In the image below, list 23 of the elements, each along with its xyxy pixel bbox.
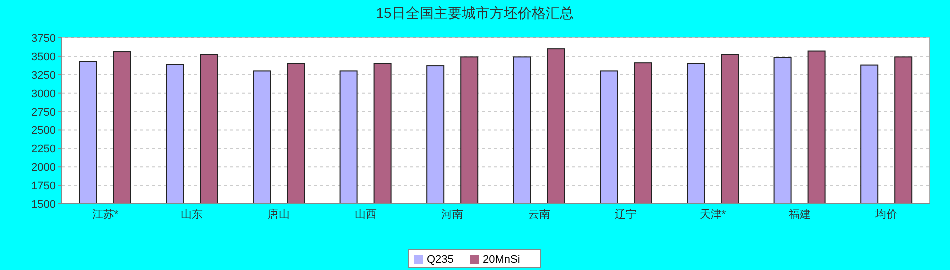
y-tick-label: 2750 <box>32 106 56 119</box>
x-tick-label: 均价 <box>874 209 898 221</box>
x-tick-label: 福建 <box>788 208 811 221</box>
y-tick-label: 3000 <box>32 88 56 100</box>
y-tick-label: 1500 <box>32 199 56 211</box>
x-tick-label: 唐山 <box>268 208 290 221</box>
x-tick-label: 云南 <box>528 208 550 221</box>
y-tick-label: 2250 <box>32 144 56 156</box>
y-tick-label: 3250 <box>32 70 56 82</box>
y-tick-label: 3500 <box>32 51 56 64</box>
y-tick-label: 2000 <box>32 162 56 174</box>
y-tick-label: 2500 <box>32 125 56 138</box>
x-tick-label: 江苏* <box>92 208 120 221</box>
x-tick-label: 山西 <box>354 208 377 221</box>
legend-label: 20MnSi <box>483 254 520 266</box>
chart-title: 15日全国主要城市方坯价格汇总 <box>376 5 574 21</box>
x-tick-label: 山东 <box>181 208 204 221</box>
x-tick-label: 辽宁 <box>615 208 638 221</box>
legend-label: Q235 <box>427 254 454 266</box>
y-tick-label: 1750 <box>32 180 56 193</box>
x-tick-label: 天津* <box>700 208 727 221</box>
y-tick-label: 3750 <box>32 33 56 45</box>
x-tick-label: 河南 <box>442 208 464 221</box>
